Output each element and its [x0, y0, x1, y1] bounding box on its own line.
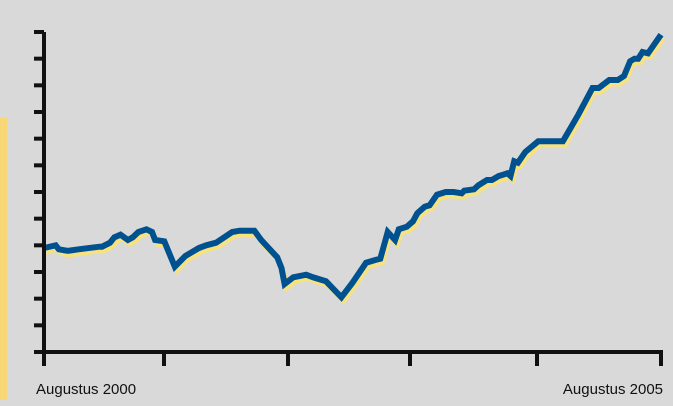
x-tick-label-start: Augustus 2000 — [36, 381, 136, 398]
series-line — [43, 32, 664, 302]
y-ticks — [34, 30, 44, 354]
x-ticks — [42, 352, 663, 366]
left-accent-bar — [0, 118, 7, 400]
plot-area — [43, 32, 666, 306]
x-tick-label-end: Augustus 2005 — [563, 381, 663, 398]
series-line-shadow — [45, 37, 666, 306]
